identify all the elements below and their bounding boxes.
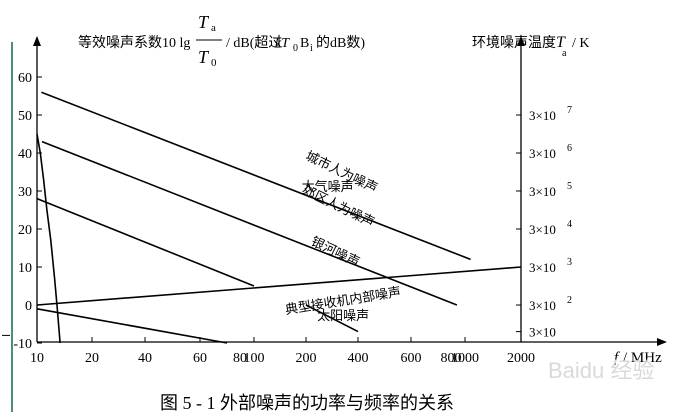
x-tick-label: 200 — [296, 351, 317, 366]
left-y-ticks: 60 50 40 30 20 10 0 -10 — [2, 71, 42, 352]
right-tick-label: 3×10 — [529, 260, 556, 275]
x-tick-label: 20 — [85, 351, 99, 366]
right-tick-exponent: 5 — [567, 181, 572, 192]
right-tick-exponent: 3 — [567, 257, 572, 268]
y-label-right-text: 环境噪声温度 — [472, 35, 556, 51]
y-label-frac-den-sub: 0 — [211, 57, 217, 69]
y-label-bi-sub: i — [310, 43, 313, 54]
y-label-left: 等效噪声系数10 lg T a T 0 / dB(超过 kT 0 B i 的dB… — [78, 12, 365, 69]
x-label-unit: / MHz — [623, 350, 662, 366]
x-tick-label: 100 — [244, 351, 265, 366]
right-tick-label: 3×10 — [529, 298, 556, 313]
y-label-frac-den: T — [198, 47, 210, 67]
right-tick-exponent: 6 — [567, 143, 572, 154]
right-y-ticks: 3×10 7 3×10 6 3×10 5 3×10 4 3×10 3 3×10 2 3×10 — [516, 105, 572, 340]
y-label-right-sym-sub: a — [562, 48, 567, 59]
x-label: f / MHz — [614, 350, 662, 366]
series-line — [41, 91, 471, 261]
y-label-right-sym: T — [556, 34, 566, 51]
series-annotation: 大气噪声 — [302, 179, 354, 194]
x-tick-label: 400 — [348, 351, 369, 366]
y-label-frac-num-sub: a — [211, 22, 216, 34]
right-tick-label: 3×10 — [529, 184, 556, 199]
series-group — [36, 91, 522, 344]
series-line — [36, 133, 61, 344]
left-y-axis-arrow — [33, 36, 41, 46]
left-tick-label: 60 — [18, 71, 32, 86]
chart-title: 图 5 - 1 外部噪声的功率与频率的关系 — [160, 393, 454, 413]
x-tick-label: 1000 — [451, 351, 479, 366]
y-label-left-end: 的dB数) — [316, 35, 365, 51]
left-tick-label: 10 — [18, 261, 32, 276]
x-tick-label: 40 — [138, 351, 152, 366]
y-label-left-suffix: / dB(超过 — [226, 35, 282, 51]
x-tick-label: 80 — [233, 351, 247, 366]
left-tick-label: 30 — [18, 185, 32, 200]
left-tick-label: -10 — [13, 337, 32, 352]
right-tick-exponent: 2 — [567, 295, 572, 306]
y-label-frac-num: T — [198, 12, 210, 32]
right-tick-label: 3×10 — [529, 222, 556, 237]
y-label-kt: kT — [275, 36, 290, 51]
left-tick-label: 20 — [18, 223, 32, 238]
series-line — [36, 308, 228, 344]
x-axis-arrow — [657, 338, 667, 346]
left-tick-label: 50 — [18, 109, 32, 124]
x-tick-label: 60 — [193, 351, 207, 366]
right-tick-exponent: 4 — [567, 219, 572, 230]
right-tick-label: 3×10 — [529, 108, 556, 123]
x-tick-label: 800 — [441, 351, 462, 366]
right-tick-label: 3×10 — [529, 146, 556, 161]
series-annotation: 太阳噪声 — [317, 308, 369, 323]
y-label-right: 环境噪声温度 T a / K — [472, 34, 590, 59]
y-label-right-unit: / K — [572, 36, 590, 51]
baidu-watermark: Baidu 经验 — [548, 358, 654, 383]
y-label-left-prefix: 等效噪声系数10 lg — [78, 34, 190, 51]
y-label-bi: B — [300, 36, 309, 51]
x-tick-label: 600 — [401, 351, 422, 366]
x-tick-label: 2000 — [507, 351, 535, 366]
x-tick-label: 10 — [30, 351, 44, 366]
right-tick-label: 3×10 — [529, 325, 556, 340]
axes — [33, 36, 667, 346]
left-tick-label: 40 — [18, 147, 32, 162]
series-line — [36, 266, 522, 306]
y-label-kt-sub: 0 — [293, 43, 298, 54]
series-annotation: 银河噪声 — [309, 233, 362, 269]
right-y-axis-arrow — [517, 36, 525, 46]
left-tick-label: 0 — [25, 299, 32, 314]
x-label-sym: f — [614, 350, 620, 366]
series-line — [305, 304, 359, 333]
series-line — [36, 197, 255, 287]
right-tick-exponent: 7 — [567, 105, 572, 116]
series-line — [41, 140, 458, 306]
